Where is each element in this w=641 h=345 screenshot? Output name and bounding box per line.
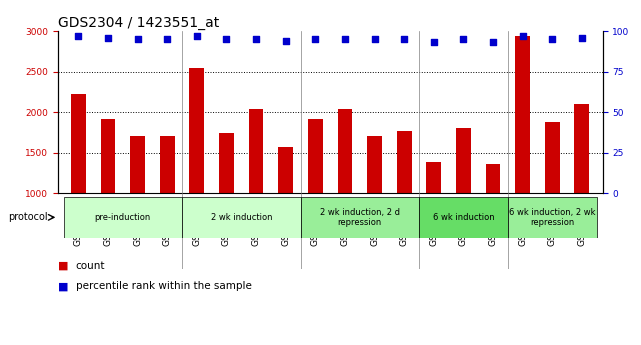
Text: GSM76316: GSM76316 bbox=[222, 197, 231, 246]
Text: GSM76315: GSM76315 bbox=[192, 197, 201, 246]
Point bbox=[547, 37, 557, 42]
Text: GSM76321: GSM76321 bbox=[370, 197, 379, 246]
Bar bbox=[308, 119, 322, 193]
Bar bbox=[71, 94, 86, 193]
Text: 2 wk induction: 2 wk induction bbox=[210, 213, 272, 222]
Bar bbox=[419, 197, 508, 238]
Text: GSM76317: GSM76317 bbox=[251, 197, 261, 246]
Bar bbox=[101, 119, 115, 193]
Bar bbox=[367, 136, 382, 193]
Text: GSM76326: GSM76326 bbox=[518, 197, 527, 246]
Text: 6 wk induction: 6 wk induction bbox=[433, 213, 494, 222]
Text: ■: ■ bbox=[58, 282, 72, 291]
Text: 6 wk induction, 2 wk
repression: 6 wk induction, 2 wk repression bbox=[509, 208, 595, 227]
Point bbox=[517, 33, 528, 39]
Point bbox=[369, 37, 379, 42]
Text: GSM76327: GSM76327 bbox=[547, 197, 556, 246]
Text: GSM76328: GSM76328 bbox=[578, 197, 587, 246]
Bar bbox=[249, 109, 263, 193]
Text: GSM76314: GSM76314 bbox=[163, 197, 172, 246]
Bar bbox=[486, 164, 501, 193]
Bar bbox=[515, 36, 530, 193]
Text: GDS2304 / 1423551_at: GDS2304 / 1423551_at bbox=[58, 16, 219, 30]
Bar bbox=[338, 109, 353, 193]
Bar bbox=[301, 197, 419, 238]
Bar bbox=[574, 104, 589, 193]
Text: ■: ■ bbox=[58, 261, 72, 270]
Text: GSM76320: GSM76320 bbox=[340, 197, 349, 246]
Text: GSM76323: GSM76323 bbox=[429, 197, 438, 246]
Bar bbox=[545, 122, 560, 193]
Point bbox=[281, 38, 291, 43]
Text: GSM76311: GSM76311 bbox=[74, 197, 83, 246]
Bar bbox=[219, 133, 234, 193]
Point bbox=[162, 37, 172, 42]
Text: GSM76325: GSM76325 bbox=[488, 197, 497, 246]
Text: percentile rank within the sample: percentile rank within the sample bbox=[76, 282, 251, 291]
Text: 2 wk induction, 2 d
repression: 2 wk induction, 2 d repression bbox=[320, 208, 400, 227]
Bar bbox=[182, 197, 301, 238]
Point bbox=[103, 35, 113, 40]
Bar bbox=[190, 68, 204, 193]
Bar bbox=[278, 147, 293, 193]
Text: GSM76313: GSM76313 bbox=[133, 197, 142, 246]
Point bbox=[221, 37, 231, 42]
Point bbox=[192, 33, 202, 39]
Text: GSM76319: GSM76319 bbox=[311, 197, 320, 246]
Point bbox=[429, 40, 439, 45]
Text: GSM76318: GSM76318 bbox=[281, 197, 290, 246]
Point bbox=[251, 37, 262, 42]
Point bbox=[133, 37, 143, 42]
Text: count: count bbox=[76, 261, 105, 270]
Point bbox=[399, 37, 409, 42]
Point bbox=[577, 35, 587, 40]
Bar bbox=[508, 197, 597, 238]
Bar bbox=[160, 136, 174, 193]
Bar bbox=[63, 197, 182, 238]
Point bbox=[488, 40, 498, 45]
Point bbox=[310, 37, 320, 42]
Point bbox=[340, 37, 350, 42]
Bar bbox=[456, 128, 470, 193]
Text: pre-induction: pre-induction bbox=[95, 213, 151, 222]
Bar bbox=[130, 136, 145, 193]
Point bbox=[73, 33, 83, 39]
Text: protocol: protocol bbox=[8, 213, 48, 222]
Text: GSM76312: GSM76312 bbox=[104, 197, 113, 246]
Point bbox=[458, 37, 469, 42]
Bar bbox=[397, 131, 412, 193]
Text: GSM76322: GSM76322 bbox=[399, 197, 409, 246]
Text: GSM76324: GSM76324 bbox=[459, 197, 468, 246]
Bar bbox=[426, 162, 441, 193]
